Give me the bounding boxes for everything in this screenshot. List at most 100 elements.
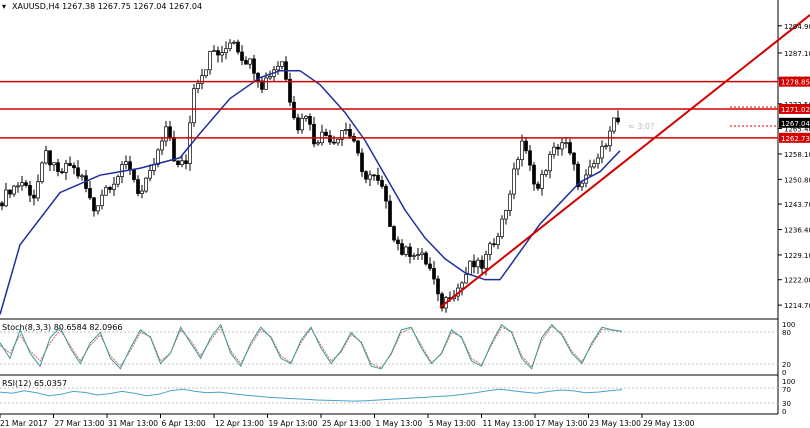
stoch-plot-area[interactable] — [0, 320, 778, 374]
candle-body[interactable] — [616, 117, 620, 123]
candle-body[interactable] — [404, 246, 408, 255]
candle-body[interactable] — [552, 146, 556, 155]
candle-body[interactable] — [304, 115, 308, 119]
candle-body[interactable] — [364, 171, 368, 180]
candle-body[interactable] — [232, 41, 236, 44]
candle-body[interactable] — [300, 118, 304, 131]
candle-body[interactable] — [428, 263, 432, 269]
candle-body[interactable] — [384, 185, 388, 202]
candle-body[interactable] — [40, 162, 44, 183]
candle-body[interactable] — [132, 169, 136, 180]
candle-body[interactable] — [400, 243, 404, 255]
candle-body[interactable] — [316, 142, 320, 145]
candle-body[interactable] — [128, 161, 132, 170]
candle-body[interactable] — [208, 51, 212, 71]
candle-body[interactable] — [360, 152, 364, 173]
candle-body[interactable] — [540, 174, 544, 189]
candle-body[interactable] — [252, 58, 256, 74]
candle-body[interactable] — [492, 243, 496, 246]
candle-body[interactable] — [372, 174, 376, 177]
candle-body[interactable] — [560, 142, 564, 150]
candle-body[interactable] — [68, 163, 72, 166]
candle-body[interactable] — [524, 140, 528, 152]
candle-body[interactable] — [368, 174, 372, 180]
stoch-main-line[interactable] — [0, 323, 623, 370]
candle-body[interactable] — [184, 160, 188, 165]
candle-body[interactable] — [440, 293, 444, 309]
candle-body[interactable] — [180, 160, 184, 166]
candle-body[interactable] — [592, 163, 596, 168]
candle-body[interactable] — [520, 140, 524, 160]
candle-body[interactable] — [36, 181, 40, 199]
candle-body[interactable] — [588, 166, 592, 176]
candle-body[interactable] — [508, 193, 512, 211]
candle-body[interactable] — [572, 152, 576, 165]
candle-body[interactable] — [224, 48, 228, 53]
candle-body[interactable] — [72, 165, 76, 169]
candle-body[interactable] — [0, 202, 4, 207]
candle-body[interactable] — [556, 146, 560, 150]
main-plot-area[interactable] — [0, 0, 778, 318]
candle-body[interactable] — [308, 115, 312, 125]
candle-body[interactable] — [16, 185, 20, 188]
candle-body[interactable] — [292, 101, 296, 119]
candle-body[interactable] — [96, 205, 100, 212]
candle-body[interactable] — [168, 126, 172, 138]
candle-body[interactable] — [240, 51, 244, 61]
candle-body[interactable] — [200, 75, 204, 84]
candle-body[interactable] — [332, 141, 336, 144]
candle-body[interactable] — [388, 200, 392, 227]
candle-body[interactable] — [244, 60, 248, 65]
candle-body[interactable] — [604, 145, 608, 148]
candle-body[interactable] — [596, 157, 600, 164]
candle-body[interactable] — [248, 58, 252, 65]
candle-body[interactable] — [472, 260, 476, 268]
candle-body[interactable] — [296, 117, 300, 131]
candle-body[interactable] — [348, 129, 352, 137]
candle-body[interactable] — [24, 182, 28, 186]
candle-body[interactable] — [160, 140, 164, 151]
candle-body[interactable] — [576, 163, 580, 188]
candle-body[interactable] — [4, 189, 8, 207]
candle-body[interactable] — [216, 50, 220, 56]
candle-body[interactable] — [144, 177, 148, 192]
candle-body[interactable] — [488, 243, 492, 255]
candle-body[interactable] — [28, 185, 32, 196]
candle-body[interactable] — [48, 150, 52, 166]
candle-body[interactable] — [476, 259, 480, 268]
candle-body[interactable] — [20, 182, 24, 187]
candle-body[interactable] — [528, 150, 532, 166]
candle-body[interactable] — [192, 88, 196, 124]
rsi-line[interactable] — [0, 388, 623, 402]
candle-body[interactable] — [32, 194, 36, 199]
candle-body[interactable] — [92, 197, 96, 212]
candle-body[interactable] — [532, 164, 536, 185]
candle-body[interactable] — [140, 190, 144, 194]
candle-body[interactable] — [328, 135, 332, 143]
candle-body[interactable] — [460, 282, 464, 289]
candle-body[interactable] — [204, 69, 208, 77]
candle-body[interactable] — [352, 136, 356, 142]
candle-body[interactable] — [236, 41, 240, 53]
candle-body[interactable] — [356, 140, 360, 154]
candle-body[interactable] — [260, 80, 264, 90]
candle-body[interactable] — [52, 162, 56, 166]
candle-body[interactable] — [288, 78, 292, 103]
candle-body[interactable] — [276, 65, 280, 71]
candle-body[interactable] — [60, 171, 64, 174]
candle-body[interactable] — [280, 61, 284, 67]
candle-body[interactable] — [148, 170, 152, 179]
rsi-plot-area[interactable] — [0, 376, 778, 414]
ascending-trendline[interactable] — [439, 14, 810, 309]
candle-body[interactable] — [264, 77, 268, 90]
candle-body[interactable] — [80, 175, 84, 178]
candle-body[interactable] — [172, 137, 176, 162]
candle-body[interactable] — [436, 278, 440, 295]
candle-body[interactable] — [340, 130, 344, 140]
candle-body[interactable] — [116, 176, 120, 185]
candle-body[interactable] — [136, 179, 140, 194]
candle-body[interactable] — [464, 274, 468, 284]
candle-body[interactable] — [64, 163, 68, 173]
menu-glyph[interactable]: ▾ — [2, 2, 6, 11]
